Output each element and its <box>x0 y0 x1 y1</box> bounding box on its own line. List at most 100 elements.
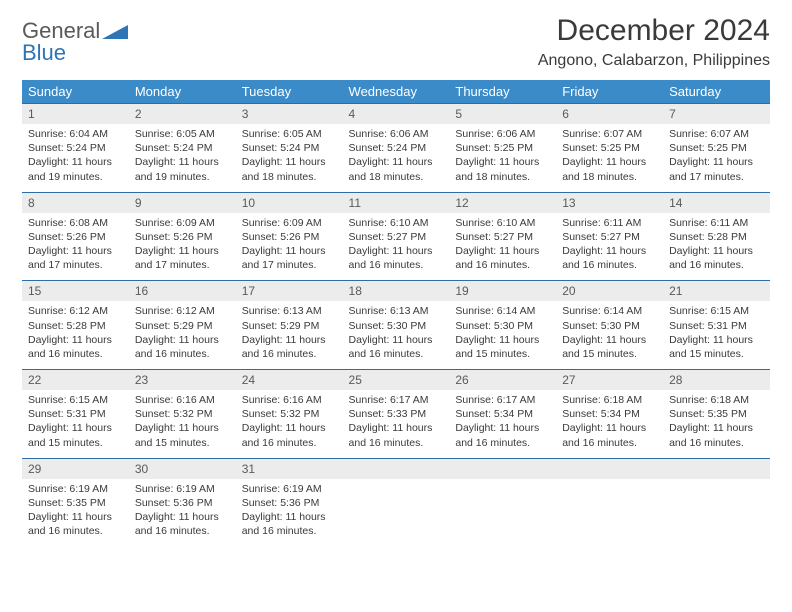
day-number: 27 <box>556 370 663 390</box>
day-number: 28 <box>663 370 770 390</box>
day-details: Sunrise: 6:12 AMSunset: 5:29 PMDaylight:… <box>129 301 236 369</box>
day-cell <box>556 458 663 546</box>
sunset-line: Sunset: 5:30 PM <box>349 319 444 333</box>
brand-part2: Blue <box>22 40 66 65</box>
sunset-line: Sunset: 5:26 PM <box>28 230 123 244</box>
day-number: 25 <box>343 370 450 390</box>
daylight-line: Daylight: 11 hours and 16 minutes. <box>242 333 337 361</box>
day-number: 11 <box>343 193 450 213</box>
day-number: 14 <box>663 193 770 213</box>
weekday-header-row: Sunday Monday Tuesday Wednesday Thursday… <box>22 80 770 104</box>
day-number: 18 <box>343 281 450 301</box>
sunrise-line: Sunrise: 6:17 AM <box>455 393 550 407</box>
sunset-line: Sunset: 5:36 PM <box>135 496 230 510</box>
sunset-line: Sunset: 5:29 PM <box>242 319 337 333</box>
sunrise-line: Sunrise: 6:18 AM <box>562 393 657 407</box>
sunrise-line: Sunrise: 6:12 AM <box>28 304 123 318</box>
day-details: Sunrise: 6:08 AMSunset: 5:26 PMDaylight:… <box>22 213 129 281</box>
day-details: Sunrise: 6:04 AMSunset: 5:24 PMDaylight:… <box>22 124 129 192</box>
day-cell: 21Sunrise: 6:15 AMSunset: 5:31 PMDayligh… <box>663 281 770 370</box>
day-number-empty <box>663 459 770 479</box>
day-cell: 23Sunrise: 6:16 AMSunset: 5:32 PMDayligh… <box>129 370 236 459</box>
day-details: Sunrise: 6:19 AMSunset: 5:36 PMDaylight:… <box>236 479 343 547</box>
day-cell: 27Sunrise: 6:18 AMSunset: 5:34 PMDayligh… <box>556 370 663 459</box>
day-cell <box>343 458 450 546</box>
daylight-line: Daylight: 11 hours and 15 minutes. <box>669 333 764 361</box>
day-details: Sunrise: 6:09 AMSunset: 5:26 PMDaylight:… <box>236 213 343 281</box>
day-cell: 28Sunrise: 6:18 AMSunset: 5:35 PMDayligh… <box>663 370 770 459</box>
day-cell: 3Sunrise: 6:05 AMSunset: 5:24 PMDaylight… <box>236 104 343 193</box>
brand-logo: General Blue <box>22 20 128 64</box>
day-number: 19 <box>449 281 556 301</box>
day-number: 15 <box>22 281 129 301</box>
daylight-line: Daylight: 11 hours and 16 minutes. <box>349 244 444 272</box>
daylight-line: Daylight: 11 hours and 18 minutes. <box>455 155 550 183</box>
day-details: Sunrise: 6:05 AMSunset: 5:24 PMDaylight:… <box>129 124 236 192</box>
sunset-line: Sunset: 5:30 PM <box>562 319 657 333</box>
day-details: Sunrise: 6:13 AMSunset: 5:30 PMDaylight:… <box>343 301 450 369</box>
daylight-line: Daylight: 11 hours and 16 minutes. <box>455 244 550 272</box>
sunrise-line: Sunrise: 6:15 AM <box>28 393 123 407</box>
sunset-line: Sunset: 5:33 PM <box>349 407 444 421</box>
daylight-line: Daylight: 11 hours and 16 minutes. <box>135 333 230 361</box>
day-details: Sunrise: 6:10 AMSunset: 5:27 PMDaylight:… <box>343 213 450 281</box>
sunrise-line: Sunrise: 6:08 AM <box>28 216 123 230</box>
day-cell: 1Sunrise: 6:04 AMSunset: 5:24 PMDaylight… <box>22 104 129 193</box>
day-details: Sunrise: 6:19 AMSunset: 5:35 PMDaylight:… <box>22 479 129 547</box>
day-details: Sunrise: 6:13 AMSunset: 5:29 PMDaylight:… <box>236 301 343 369</box>
day-cell: 10Sunrise: 6:09 AMSunset: 5:26 PMDayligh… <box>236 192 343 281</box>
day-details-empty <box>343 479 450 529</box>
sunset-line: Sunset: 5:24 PM <box>135 141 230 155</box>
day-details: Sunrise: 6:06 AMSunset: 5:25 PMDaylight:… <box>449 124 556 192</box>
day-cell: 11Sunrise: 6:10 AMSunset: 5:27 PMDayligh… <box>343 192 450 281</box>
sunrise-line: Sunrise: 6:06 AM <box>455 127 550 141</box>
day-cell: 5Sunrise: 6:06 AMSunset: 5:25 PMDaylight… <box>449 104 556 193</box>
day-details: Sunrise: 6:07 AMSunset: 5:25 PMDaylight:… <box>663 124 770 192</box>
month-title: December 2024 <box>538 14 770 48</box>
sunrise-line: Sunrise: 6:05 AM <box>242 127 337 141</box>
sunrise-line: Sunrise: 6:10 AM <box>349 216 444 230</box>
day-details: Sunrise: 6:11 AMSunset: 5:27 PMDaylight:… <box>556 213 663 281</box>
weekday-header: Friday <box>556 80 663 104</box>
daylight-line: Daylight: 11 hours and 16 minutes. <box>562 244 657 272</box>
day-number: 4 <box>343 104 450 124</box>
daylight-line: Daylight: 11 hours and 16 minutes. <box>135 510 230 538</box>
daylight-line: Daylight: 11 hours and 16 minutes. <box>349 421 444 449</box>
daylight-line: Daylight: 11 hours and 16 minutes. <box>28 333 123 361</box>
sunrise-line: Sunrise: 6:16 AM <box>242 393 337 407</box>
daylight-line: Daylight: 11 hours and 18 minutes. <box>562 155 657 183</box>
daylight-line: Daylight: 11 hours and 19 minutes. <box>28 155 123 183</box>
day-details: Sunrise: 6:10 AMSunset: 5:27 PMDaylight:… <box>449 213 556 281</box>
sunrise-line: Sunrise: 6:13 AM <box>349 304 444 318</box>
day-details: Sunrise: 6:15 AMSunset: 5:31 PMDaylight:… <box>663 301 770 369</box>
day-cell: 26Sunrise: 6:17 AMSunset: 5:34 PMDayligh… <box>449 370 556 459</box>
day-details: Sunrise: 6:17 AMSunset: 5:34 PMDaylight:… <box>449 390 556 458</box>
daylight-line: Daylight: 11 hours and 17 minutes. <box>669 155 764 183</box>
sunset-line: Sunset: 5:27 PM <box>562 230 657 244</box>
sunset-line: Sunset: 5:35 PM <box>28 496 123 510</box>
day-cell: 15Sunrise: 6:12 AMSunset: 5:28 PMDayligh… <box>22 281 129 370</box>
day-details: Sunrise: 6:05 AMSunset: 5:24 PMDaylight:… <box>236 124 343 192</box>
day-cell: 31Sunrise: 6:19 AMSunset: 5:36 PMDayligh… <box>236 458 343 546</box>
sunset-line: Sunset: 5:31 PM <box>669 319 764 333</box>
sunrise-line: Sunrise: 6:05 AM <box>135 127 230 141</box>
sunset-line: Sunset: 5:24 PM <box>28 141 123 155</box>
day-cell: 16Sunrise: 6:12 AMSunset: 5:29 PMDayligh… <box>129 281 236 370</box>
day-details: Sunrise: 6:12 AMSunset: 5:28 PMDaylight:… <box>22 301 129 369</box>
day-number: 30 <box>129 459 236 479</box>
daylight-line: Daylight: 11 hours and 17 minutes. <box>28 244 123 272</box>
day-number: 3 <box>236 104 343 124</box>
day-details: Sunrise: 6:18 AMSunset: 5:35 PMDaylight:… <box>663 390 770 458</box>
daylight-line: Daylight: 11 hours and 15 minutes. <box>562 333 657 361</box>
day-details: Sunrise: 6:11 AMSunset: 5:28 PMDaylight:… <box>663 213 770 281</box>
sunrise-line: Sunrise: 6:19 AM <box>135 482 230 496</box>
sunset-line: Sunset: 5:25 PM <box>562 141 657 155</box>
daylight-line: Daylight: 11 hours and 16 minutes. <box>455 421 550 449</box>
sunrise-line: Sunrise: 6:17 AM <box>349 393 444 407</box>
sunrise-line: Sunrise: 6:10 AM <box>455 216 550 230</box>
sunset-line: Sunset: 5:36 PM <box>242 496 337 510</box>
sunrise-line: Sunrise: 6:19 AM <box>242 482 337 496</box>
day-number-empty <box>449 459 556 479</box>
day-details-empty <box>449 479 556 529</box>
weekday-header: Monday <box>129 80 236 104</box>
